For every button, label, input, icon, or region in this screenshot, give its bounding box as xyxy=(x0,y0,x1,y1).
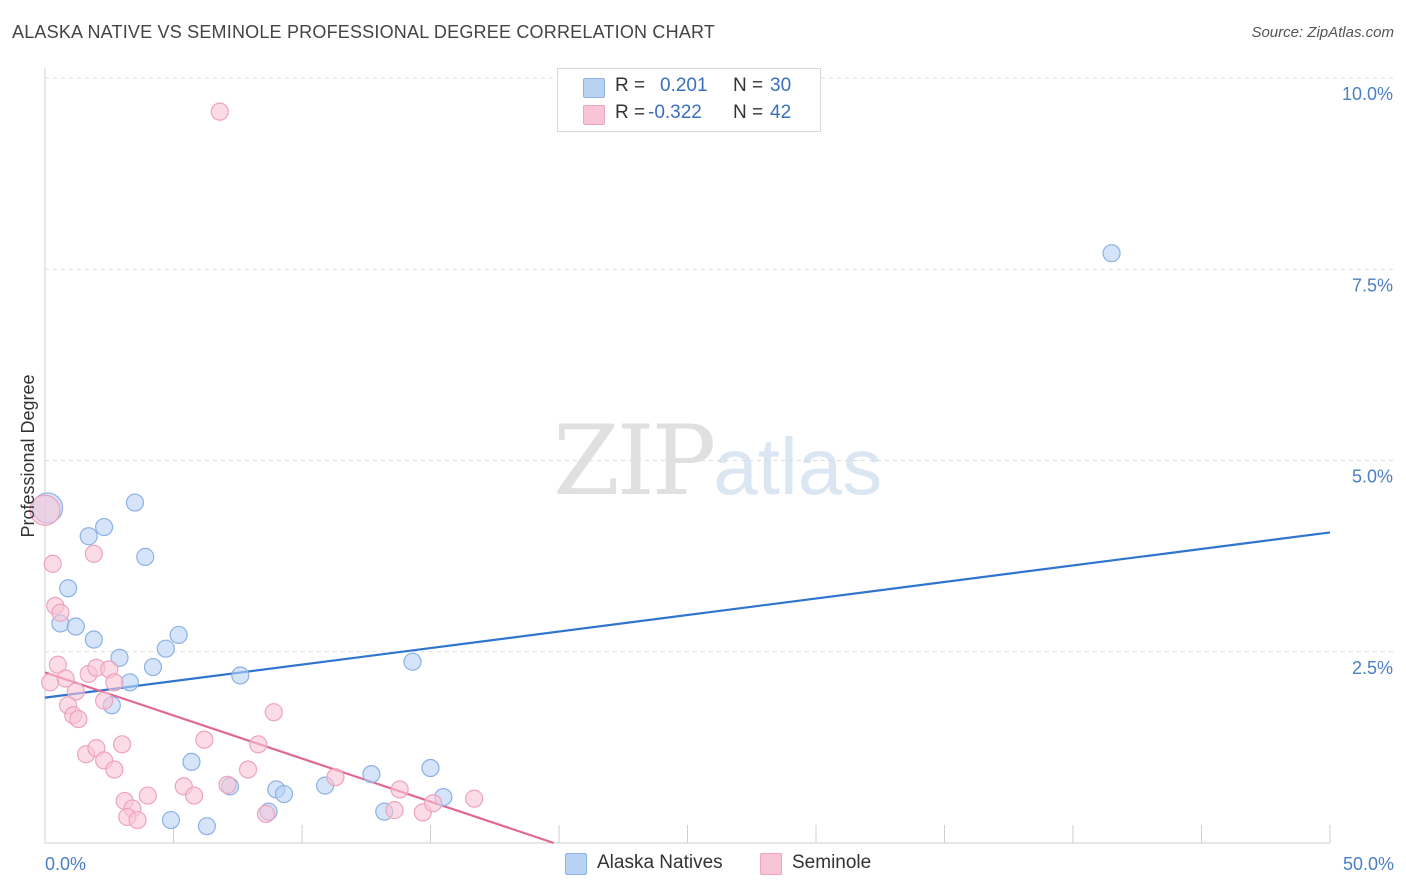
correlation-legend: R = 0.201 N = 30 R = -0.322 N = 42 xyxy=(557,68,821,132)
point-alaska-natives xyxy=(1102,244,1121,263)
point-seminole xyxy=(105,673,124,692)
point-seminole xyxy=(48,655,67,674)
series-label-alaska-natives: Alaska Natives xyxy=(597,852,723,873)
axes xyxy=(44,68,1331,844)
point-seminole xyxy=(105,760,124,779)
point-alaska-natives xyxy=(403,652,422,671)
point-alaska-natives xyxy=(66,617,85,636)
trend-line-seminole xyxy=(44,671,555,845)
watermark-atlas: atlas xyxy=(713,422,883,511)
legend-swatch-alaska-natives xyxy=(583,78,605,98)
point-seminole xyxy=(128,810,147,830)
point-alaska-natives xyxy=(84,630,103,649)
point-alaska-natives xyxy=(182,752,201,772)
y-tick-label: 2.5% xyxy=(1352,658,1393,678)
point-alaska-natives xyxy=(95,517,114,537)
tick-labels: 2.5% 5.0% 7.5% 10.0% 0.0% 50.0% Professional D… xyxy=(18,84,1394,874)
point-seminole xyxy=(195,730,214,749)
point-seminole xyxy=(66,682,85,701)
point-alaska-natives xyxy=(143,657,163,677)
point-alaska-natives xyxy=(110,648,129,667)
point-alaska-natives xyxy=(79,527,98,546)
series-label-seminole: Seminole xyxy=(792,852,872,873)
trend-line-alaska-natives xyxy=(44,531,1331,699)
point-alaska-natives xyxy=(231,666,250,685)
point-seminole xyxy=(423,794,443,813)
x-tick-label: 50.0% xyxy=(1343,854,1394,874)
point-seminole xyxy=(41,673,60,692)
legend-n-value: 30 xyxy=(770,75,792,96)
series-swatch-alaska-natives xyxy=(565,853,587,875)
point-alaska-natives xyxy=(120,673,139,692)
point-seminole xyxy=(385,801,404,820)
point-seminole xyxy=(95,691,114,710)
point-seminole xyxy=(326,768,345,787)
point-seminole xyxy=(29,494,61,526)
point-alaska-natives xyxy=(161,810,181,830)
legend-swatch-seminole xyxy=(583,105,605,125)
point-alaska-natives xyxy=(136,547,155,566)
legend-n-label: N = xyxy=(733,75,764,96)
point-seminole xyxy=(112,735,132,754)
series-legend: Alaska Natives Seminole xyxy=(565,852,895,876)
point-seminole xyxy=(43,554,62,573)
point-seminole xyxy=(84,544,103,563)
legend-r-value: 0.201 xyxy=(660,75,708,96)
data-points xyxy=(29,102,1121,836)
legend-row-seminole: R = -0.322 N = 42 xyxy=(558,101,820,127)
point-seminole xyxy=(69,709,88,729)
y-tick-label: 7.5% xyxy=(1352,275,1393,295)
legend-r-value: -0.322 xyxy=(648,102,702,123)
point-alaska-natives xyxy=(169,625,188,645)
legend-r-label: R = xyxy=(615,102,646,123)
point-seminole xyxy=(218,775,237,794)
point-seminole xyxy=(256,804,276,824)
point-alaska-natives xyxy=(156,639,175,658)
gridlines xyxy=(45,77,1395,653)
point-seminole xyxy=(210,102,229,121)
point-seminole xyxy=(390,780,409,799)
legend-r-label: R = xyxy=(615,75,646,96)
source-label: Source: ZipAtlas.com xyxy=(1251,24,1394,41)
point-alaska-natives xyxy=(125,493,145,512)
y-axis-label: Professional Degree xyxy=(18,374,38,537)
point-alaska-natives xyxy=(274,784,294,804)
point-seminole xyxy=(465,789,484,808)
x-tick-label: 0.0% xyxy=(45,854,86,874)
point-alaska-natives xyxy=(59,579,78,598)
point-seminole xyxy=(249,735,268,754)
legend-n-value: 42 xyxy=(770,102,792,123)
legend-row-alaska-natives: R = 0.201 N = 30 xyxy=(558,74,820,100)
point-seminole xyxy=(51,603,70,622)
point-alaska-natives xyxy=(197,817,217,836)
trend-lines xyxy=(44,531,1331,845)
chart-title: ALASKA NATIVE VS SEMINOLE PROFESSIONAL D… xyxy=(12,22,716,42)
point-seminole xyxy=(184,786,204,805)
watermark: ZIPatlas xyxy=(553,405,882,517)
point-alaska-natives xyxy=(362,765,381,784)
watermark-zip: ZIP xyxy=(553,405,716,517)
series-swatch-seminole xyxy=(760,853,782,875)
point-seminole xyxy=(238,760,258,779)
legend-n-label: N = xyxy=(733,102,764,123)
point-seminole xyxy=(138,786,157,805)
point-seminole xyxy=(264,703,283,722)
y-tick-label: 5.0% xyxy=(1352,467,1393,487)
y-tick-label: 10.0% xyxy=(1342,84,1393,104)
point-alaska-natives xyxy=(421,758,440,778)
